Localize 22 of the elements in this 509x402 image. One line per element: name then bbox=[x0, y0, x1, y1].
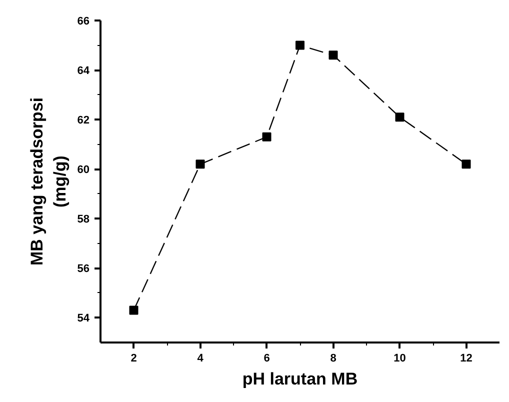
point bbox=[462, 160, 471, 169]
x-tick-label: 6 bbox=[264, 352, 270, 364]
y-axis-title: MB yang teradsorpsi (mg/g) bbox=[27, 97, 70, 266]
y-tick-label: 56 bbox=[77, 263, 90, 276]
y-tick-label: 66 bbox=[77, 16, 90, 28]
point bbox=[296, 40, 304, 50]
point bbox=[395, 112, 404, 122]
y-tick-label: 58 bbox=[77, 214, 90, 226]
point bbox=[196, 160, 205, 169]
y-tick-label: 60 bbox=[77, 164, 90, 176]
point bbox=[262, 132, 272, 142]
x-axis-title: pH larutan MB bbox=[242, 370, 358, 388]
y-tick-label: 54 bbox=[77, 312, 90, 325]
x-tick-label: 10 bbox=[394, 352, 406, 364]
y-tick-label: 64 bbox=[77, 65, 90, 78]
x-tick-label: 12 bbox=[460, 352, 472, 364]
point bbox=[129, 306, 138, 315]
x-tick-label: 8 bbox=[330, 352, 336, 364]
point bbox=[328, 50, 338, 60]
x-tick-label: 4 bbox=[197, 352, 204, 364]
x-tick-label: 2 bbox=[130, 352, 137, 364]
y-tick-label: 62 bbox=[77, 114, 90, 127]
